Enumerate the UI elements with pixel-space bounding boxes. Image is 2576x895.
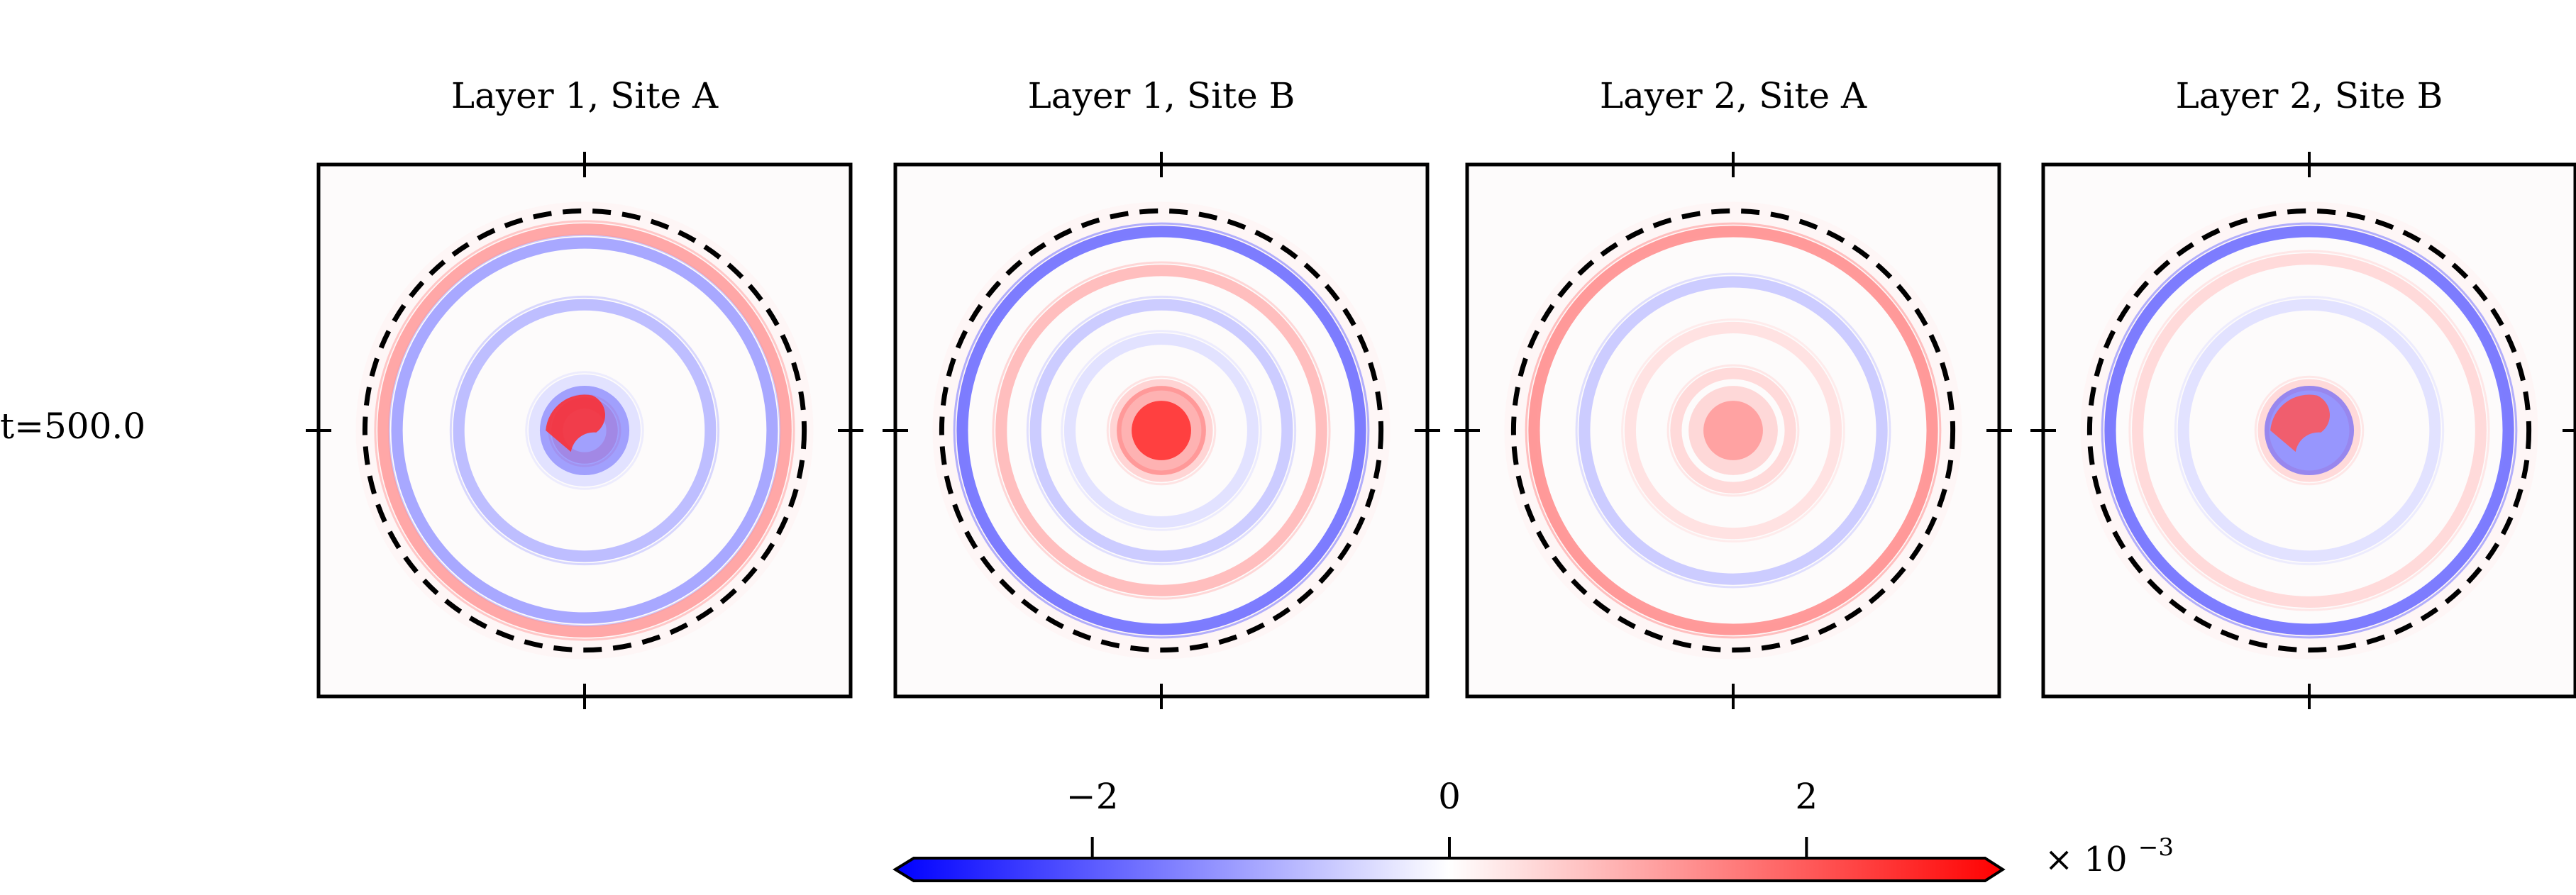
field-ring [391,237,778,624]
field-ring-fringe [1621,318,1845,543]
colorbar-ticks: −2 0 2 [1066,776,1818,858]
panel-title: Layer 1, Site A [451,75,719,116]
field-ring-fringe [1061,330,1262,531]
field-ring [1670,367,1796,494]
field-halo [2080,201,2538,660]
field-ring-fringe [1106,375,1217,486]
colorbar-multiplier-exponent: −3 [2138,833,2174,862]
center-blob [1132,401,1191,460]
panel-3: Layer 2, Site A [1454,75,2012,709]
field-ring [1528,226,1938,635]
field-ring-fringe [2101,222,2518,639]
colorbar-tick-label: 0 [1438,776,1461,817]
field-ring [2132,253,2487,608]
field-ring-fringe [1525,222,1942,639]
field-halo [932,201,1391,660]
dashed-circle [939,208,1384,653]
field-ring [1624,321,1842,540]
center-lobe-positive [546,394,605,452]
field-ring-fringe [2128,250,2490,611]
field-ring [1029,299,1293,562]
field-ring [1110,379,1213,482]
field-ring-fringe [2254,375,2365,486]
field-ring [1063,333,1259,528]
field-halo [1504,201,1962,660]
field-ring-fringe [992,261,1331,600]
panel-title: Layer 1, Site B [1028,75,1295,116]
field-ring-fringe [1666,364,1800,497]
field-ring-fringe [449,295,720,566]
colorbar-multiplier-base: × 10 [2045,840,2128,879]
field-halo [355,201,814,660]
row-label: t=500.0 [0,406,145,447]
colorbar-body [892,857,2006,882]
field-ring-fringe [1575,272,1891,589]
dashed-circle [1510,208,1956,653]
field-ring [995,265,1327,596]
dashed-circle [362,208,807,653]
center-lobe-positive [2270,394,2330,452]
field-ring [2104,226,2514,635]
center-blob [1703,401,1763,460]
field-ring-fringe [953,222,1370,639]
panel-2: Layer 1, Site B [883,75,1440,709]
panel-title: Layer 2, Site A [1600,75,1867,116]
field-ring-fringe [374,220,795,641]
colorbar: −2 0 2 × 10 −3 [892,776,2174,882]
panel-1: Layer 1, Site A [306,75,863,709]
field-ring [377,223,792,638]
panel-title: Layer 2, Site B [2176,75,2443,116]
field-ring [2257,379,2361,482]
field-ring [2177,299,2441,562]
colorbar-tick-label: 2 [1795,776,1818,817]
field-ring-fringe [1026,295,1297,566]
colorbar-tick-label: −2 [1066,776,1119,817]
field-ring-fringe [525,371,644,490]
field-ring [453,299,717,562]
colorbar-multiplier: × 10 −3 [2045,833,2174,879]
panels: Layer 1, Site A Layer 1, Site B Layer 2, S… [306,75,2576,709]
panel-4: Layer 2, Site B [2030,75,2576,709]
field-ring [1579,276,1888,585]
field-ring [528,374,641,487]
field-ring [956,226,1366,635]
field-ring-fringe [2174,295,2445,566]
dashed-circle [2086,208,2532,653]
